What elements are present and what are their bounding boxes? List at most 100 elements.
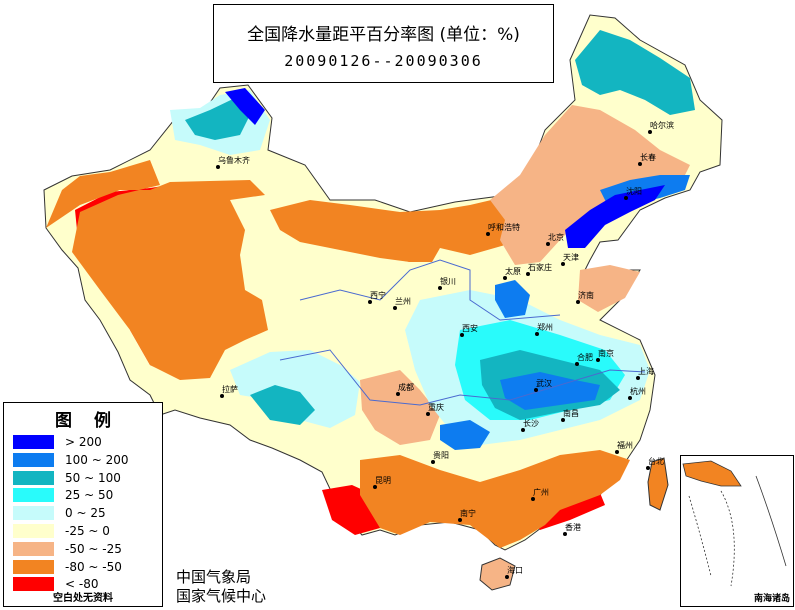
legend-row: > 200 — [13, 434, 159, 451]
city-label-taiyuan: 太原 — [505, 267, 521, 276]
legend-label: > 200 — [65, 435, 102, 449]
legend-row: 100 ~ 200 — [13, 452, 159, 469]
city-marker-guiyang — [431, 460, 435, 464]
city-label-yinchuan: 银川 — [440, 277, 456, 286]
yellow-river — [299, 259, 561, 321]
city-marker-haikou — [505, 575, 509, 579]
legend-label: 50 ~ 100 — [65, 470, 121, 485]
city-label-chongqing: 重庆 — [428, 403, 444, 412]
city-label-fuzhou: 福州 — [617, 441, 633, 450]
city-marker-yinchuan — [438, 286, 442, 290]
city-marker-lanzhou — [393, 306, 397, 310]
city-marker-nanning — [458, 518, 462, 522]
date-range: 20090126--20090306 — [284, 52, 483, 70]
city-marker-chengdu — [396, 392, 400, 396]
legend-row: 50 ~ 100 — [13, 470, 159, 487]
city-label-xian: 西安 — [462, 324, 478, 333]
city-label-chengdu: 成都 — [398, 383, 414, 392]
city-marker-taibei — [646, 466, 650, 470]
legend-swatch — [13, 524, 54, 538]
city-marker-hangzhou — [628, 396, 632, 400]
inset-label: 南海诸岛 — [753, 594, 790, 604]
city-label-lhasa: 拉萨 — [222, 385, 238, 394]
city-marker-nanjing — [596, 358, 600, 362]
legend-swatch — [13, 470, 54, 485]
city-label-harbin: 哈尔滨 — [650, 121, 674, 130]
city-label-hangzhou: 杭州 — [630, 387, 646, 396]
city-marker-urumqi — [216, 165, 220, 169]
legend-swatch — [13, 452, 54, 467]
city-marker-fuzhou — [615, 450, 619, 454]
yangtze-river — [279, 349, 646, 406]
legend-row: -80 ~ -50 — [13, 559, 159, 576]
zone-minus80-minus50-south — [360, 450, 630, 548]
legend-row: -50 ~ -25 — [13, 541, 159, 558]
zone-100-200-north-china — [495, 280, 530, 318]
city-label-tianjin: 天津 — [563, 253, 579, 262]
city-label-nanning: 南宁 — [460, 509, 476, 518]
legend-label: 0 ~ 25 — [65, 506, 106, 521]
city-marker-shanghai — [636, 376, 640, 380]
legend-swatch — [13, 506, 54, 521]
legend-row: -25 ~ 0 — [13, 523, 159, 540]
center-name: 国家气候中心 — [176, 587, 267, 605]
city-marker-taiyuan — [503, 276, 507, 280]
city-marker-shijiazhuang — [526, 272, 530, 276]
city-marker-tianjin — [561, 262, 565, 266]
legend-note: 空白处无资料 — [53, 593, 113, 604]
legend-label: 25 ~ 50 — [65, 488, 114, 503]
legend-swatch — [13, 559, 54, 574]
legend-swatch — [13, 577, 54, 592]
city-marker-nanchang — [561, 418, 565, 422]
city-marker-jinan — [576, 300, 580, 304]
city-label-nanjing: 南京 — [598, 349, 614, 358]
city-marker-kunming — [373, 485, 377, 489]
city-label-kunming: 昆明 — [375, 476, 391, 485]
legend-row: 0 ~ 25 — [13, 505, 159, 522]
city-label-changchun: 长春 — [640, 153, 656, 162]
legend-label: -50 ~ -25 — [65, 541, 122, 556]
city-label-guiyang: 贵阳 — [433, 451, 449, 460]
city-label-jinan: 济南 — [578, 291, 594, 300]
legend-label: -80 ~ -50 — [65, 559, 122, 574]
city-marker-xining — [368, 300, 372, 304]
city-marker-shenyang — [624, 196, 628, 200]
legend-label: < -80 — [65, 577, 99, 592]
legend-row: < -80 — [13, 576, 159, 593]
city-marker-harbin — [648, 130, 652, 134]
south-china-sea-inset: 南海诸岛 — [680, 455, 794, 607]
city-label-haikou: 海口 — [507, 566, 523, 575]
city-label-shijiazhuang: 石家庄 — [528, 263, 552, 272]
city-label-beijing: 北京 — [548, 233, 564, 242]
city-marker-wuhan — [534, 388, 538, 392]
zone-50-100-northeast — [575, 30, 695, 115]
city-marker-xian — [460, 333, 464, 337]
city-label-wuhan: 武汉 — [536, 379, 552, 388]
city-label-shenyang: 沈阳 — [626, 187, 642, 196]
city-label-lanzhou: 兰州 — [395, 297, 411, 306]
city-label-guangzhou: 广州 — [533, 488, 549, 497]
legend-label: -25 ~ 0 — [65, 524, 110, 538]
city-label-hongkong: 香港 — [565, 523, 581, 532]
agency-name: 中国气象局 — [176, 568, 252, 586]
city-label-taibei: 台北 — [648, 457, 664, 466]
city-marker-zhengzhou — [535, 332, 539, 336]
city-marker-hongkong — [563, 532, 567, 536]
city-marker-changchun — [638, 162, 642, 166]
zone-50-100-xinjiang — [185, 98, 250, 140]
city-label-urumqi: 乌鲁木齐 — [218, 156, 250, 165]
city-marker-guangzhou — [531, 497, 535, 501]
legend-row: 25 ~ 50 — [13, 487, 159, 504]
zone-minus50-minus25-sichuan — [360, 370, 440, 445]
legend-label: 100 ~ 200 — [65, 452, 129, 467]
city-marker-hohhot — [486, 232, 490, 236]
city-label-shanghai: 上海 — [638, 367, 654, 376]
zone-minus50-minus25-shandong — [578, 265, 640, 312]
city-label-hefei: 合肥 — [577, 353, 593, 362]
zone-0-25-plateau — [230, 350, 360, 428]
city-marker-chongqing — [426, 412, 430, 416]
zone-50-100-tibet-east — [250, 385, 315, 425]
city-label-nanchang: 南昌 — [563, 409, 579, 418]
legend-swatch — [13, 541, 54, 556]
